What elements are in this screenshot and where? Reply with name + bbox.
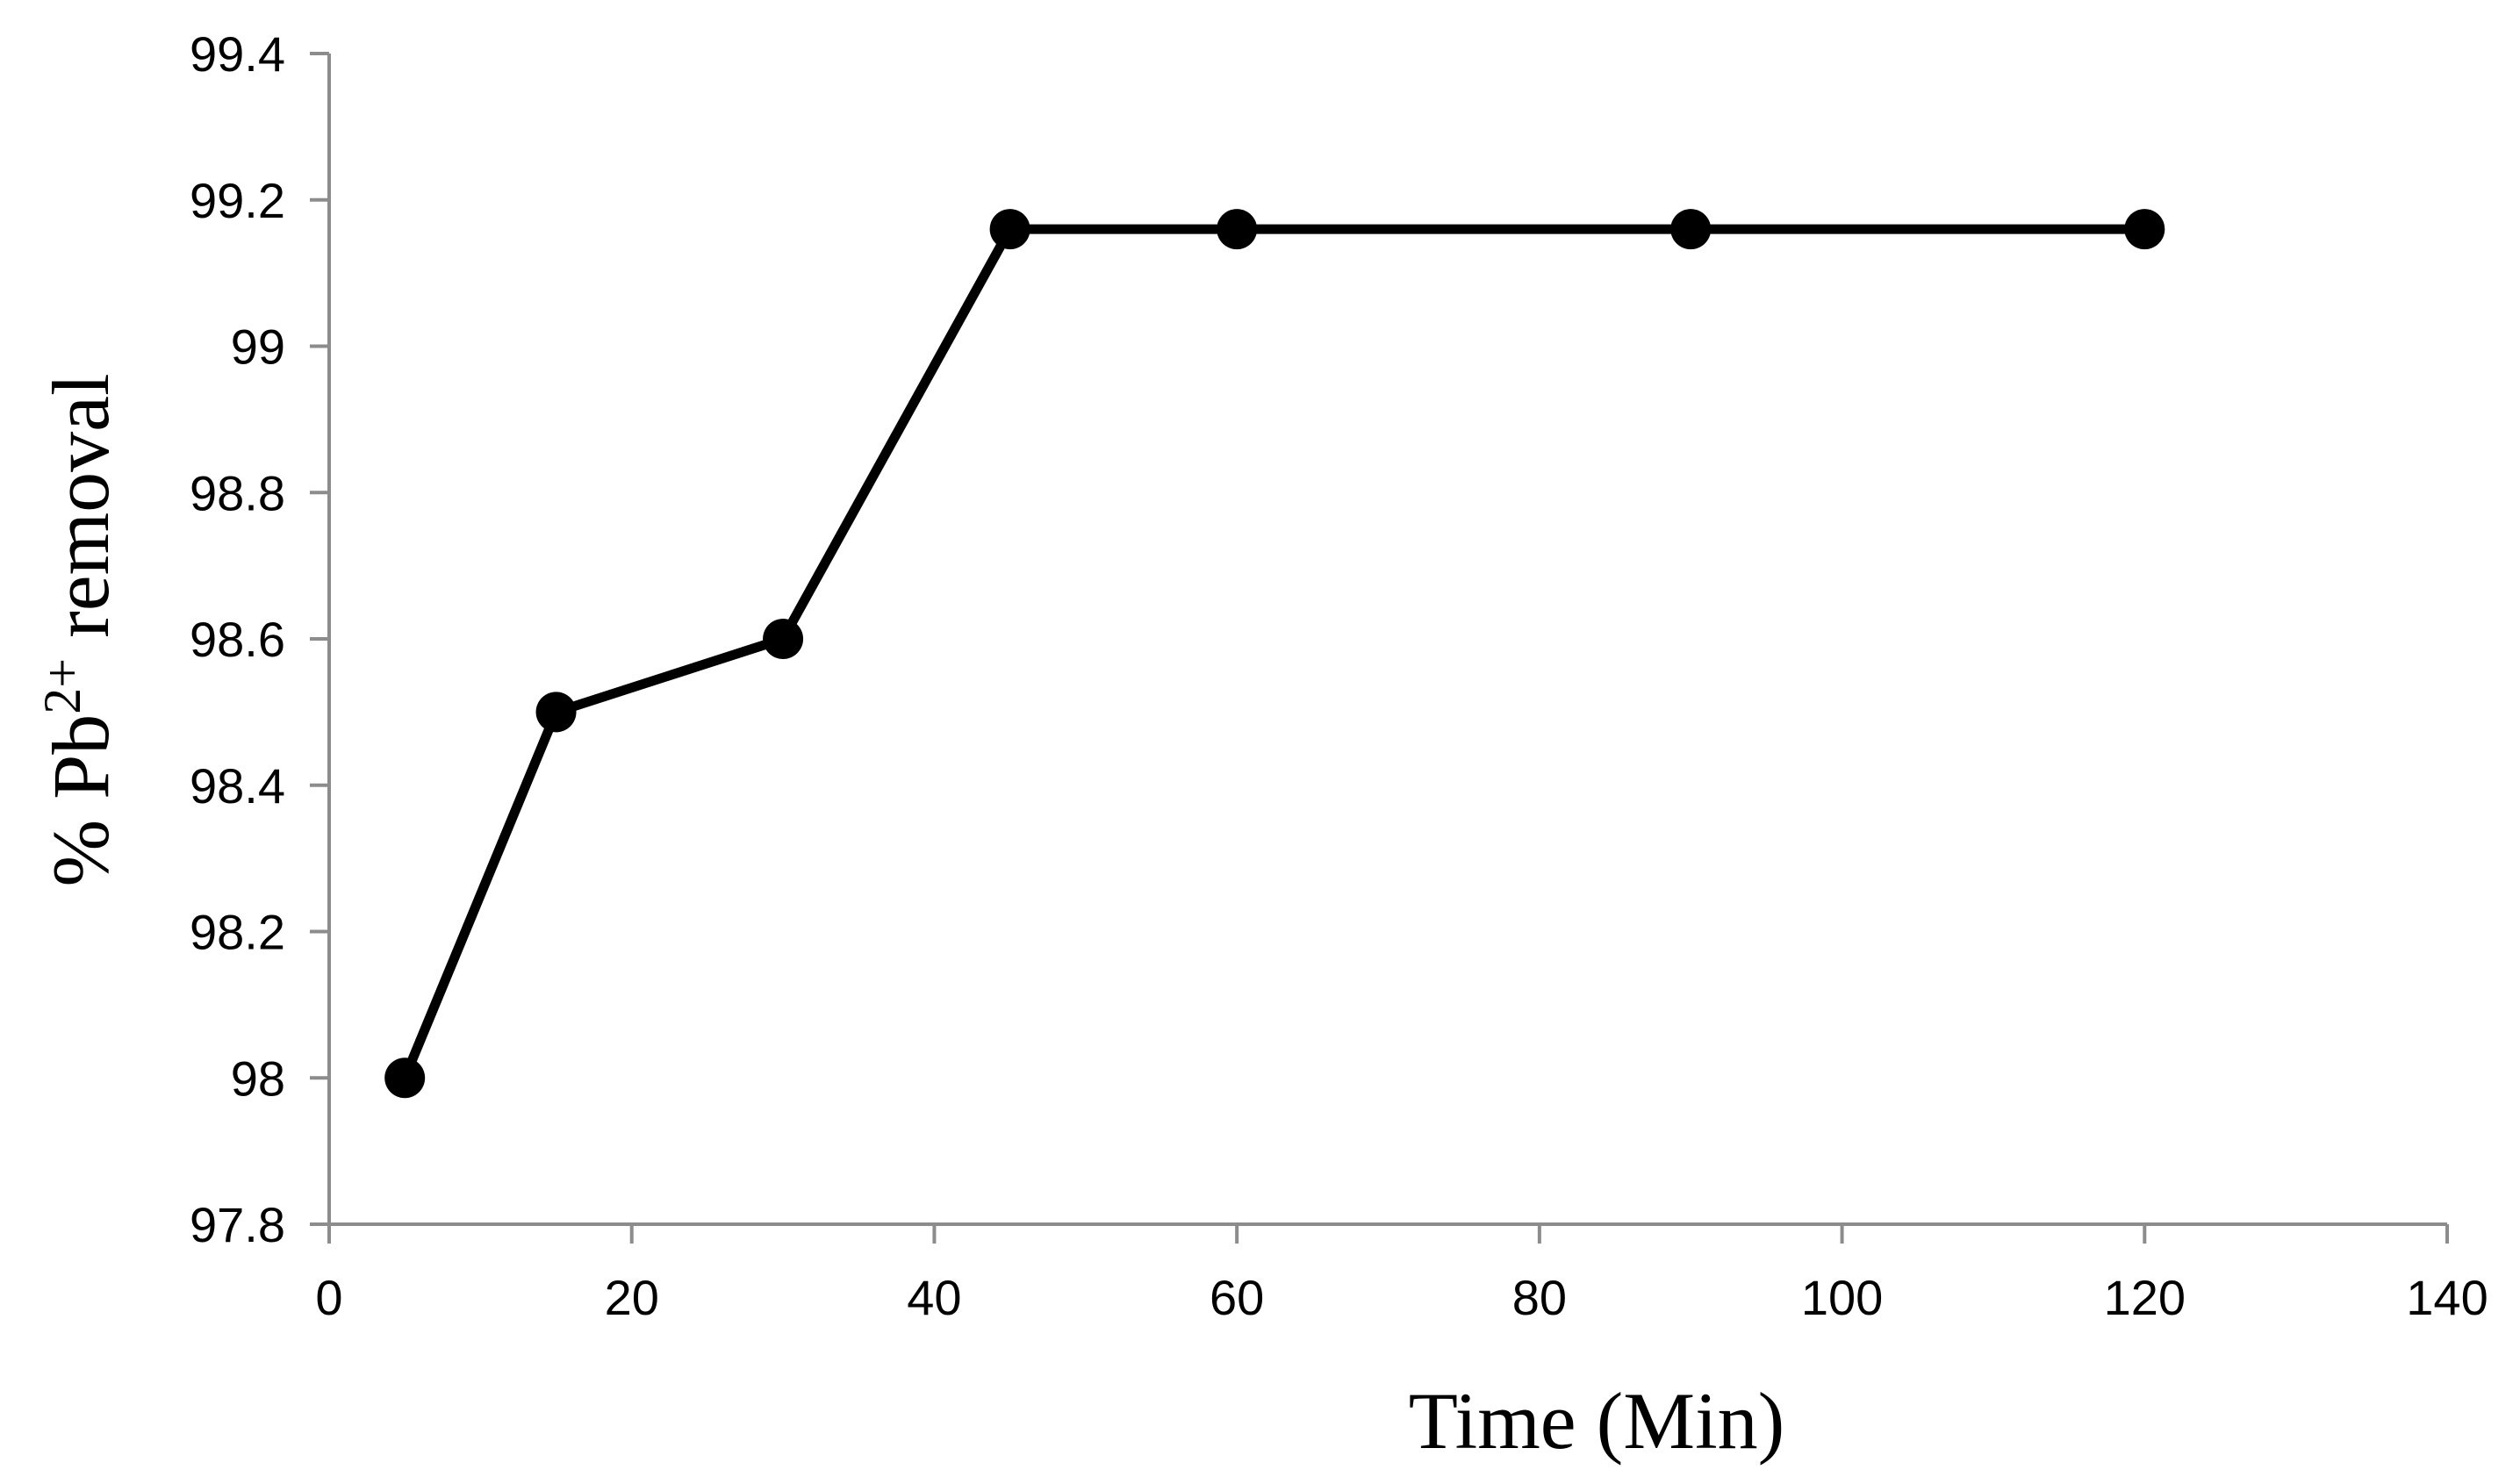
x-tick-label: 40: [907, 1270, 961, 1325]
y-axis-title-prefix: % Pb: [36, 714, 126, 887]
x-tick-label: 120: [2104, 1270, 2186, 1325]
y-tick-label: 98.4: [190, 758, 285, 814]
series-line: [400, 224, 2145, 1080]
x-tick-label: 60: [1210, 1270, 1264, 1325]
y-tick-label: 98: [231, 1050, 285, 1106]
series-group: [384, 209, 2165, 1099]
data-point: [989, 209, 1030, 250]
y-axis-ticks: 97.8 98 98.2 98.4 98.6 98.8 99 99.2 99.4: [190, 26, 329, 1252]
x-tick-label: 100: [1801, 1270, 1883, 1325]
data-point: [535, 692, 577, 733]
y-axis-title-superscript: 2+: [33, 658, 91, 714]
x-tick-label: 0: [315, 1270, 342, 1325]
y-tick-label: 98.2: [190, 905, 285, 960]
data-point: [384, 1057, 426, 1099]
y-axis-title: % Pb2+ removal: [33, 373, 126, 886]
x-axis-ticks: 0 20 40 60 80 100 120 140: [315, 1224, 2488, 1325]
data-point: [1217, 209, 1258, 250]
y-tick-label: 99.2: [190, 173, 285, 228]
x-tick-label: 80: [1512, 1270, 1567, 1325]
y-axis-title-suffix: removal: [36, 373, 126, 657]
y-tick-label: 98.6: [190, 612, 285, 667]
x-axis-title: Time (Min): [1409, 1376, 1785, 1466]
y-tick-label: 99: [231, 319, 285, 375]
data-point: [1670, 209, 1712, 250]
x-tick-label: 140: [2406, 1270, 2488, 1325]
data-point: [2124, 209, 2165, 250]
y-tick-label: 97.8: [190, 1197, 285, 1252]
x-tick-label: 20: [605, 1270, 659, 1325]
data-point: [763, 619, 804, 659]
y-tick-label: 99.4: [190, 26, 285, 82]
y-tick-label: 98.8: [190, 465, 285, 520]
